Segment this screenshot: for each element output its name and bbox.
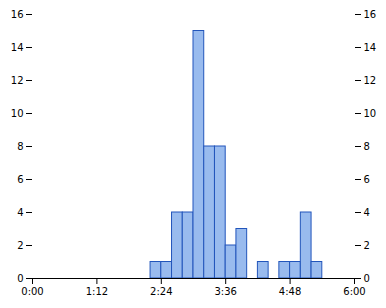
svg-text:6: 6 (364, 174, 370, 185)
svg-text:3:36: 3:36 (214, 286, 236, 297)
svg-text:2: 2 (17, 240, 23, 251)
svg-text:2: 2 (364, 240, 370, 251)
svg-text:14: 14 (11, 42, 24, 53)
svg-text:12: 12 (11, 75, 24, 86)
svg-text:16: 16 (11, 9, 24, 20)
svg-text:0: 0 (364, 273, 370, 284)
svg-text:12: 12 (364, 75, 377, 86)
svg-text:4: 4 (17, 207, 23, 218)
svg-text:6: 6 (17, 174, 23, 185)
svg-text:4:48: 4:48 (279, 286, 301, 297)
svg-text:0:00: 0:00 (21, 286, 43, 297)
svg-text:1:12: 1:12 (86, 286, 108, 297)
svg-text:4: 4 (364, 207, 370, 218)
svg-text:0: 0 (17, 273, 23, 284)
svg-text:16: 16 (364, 9, 377, 20)
svg-text:10: 10 (11, 108, 24, 119)
svg-text:2:24: 2:24 (150, 286, 172, 297)
svg-text:8: 8 (364, 141, 370, 152)
svg-text:14: 14 (364, 42, 377, 53)
svg-text:8: 8 (17, 141, 23, 152)
svg-text:6:00: 6:00 (343, 286, 365, 297)
svg-text:10: 10 (364, 108, 377, 119)
